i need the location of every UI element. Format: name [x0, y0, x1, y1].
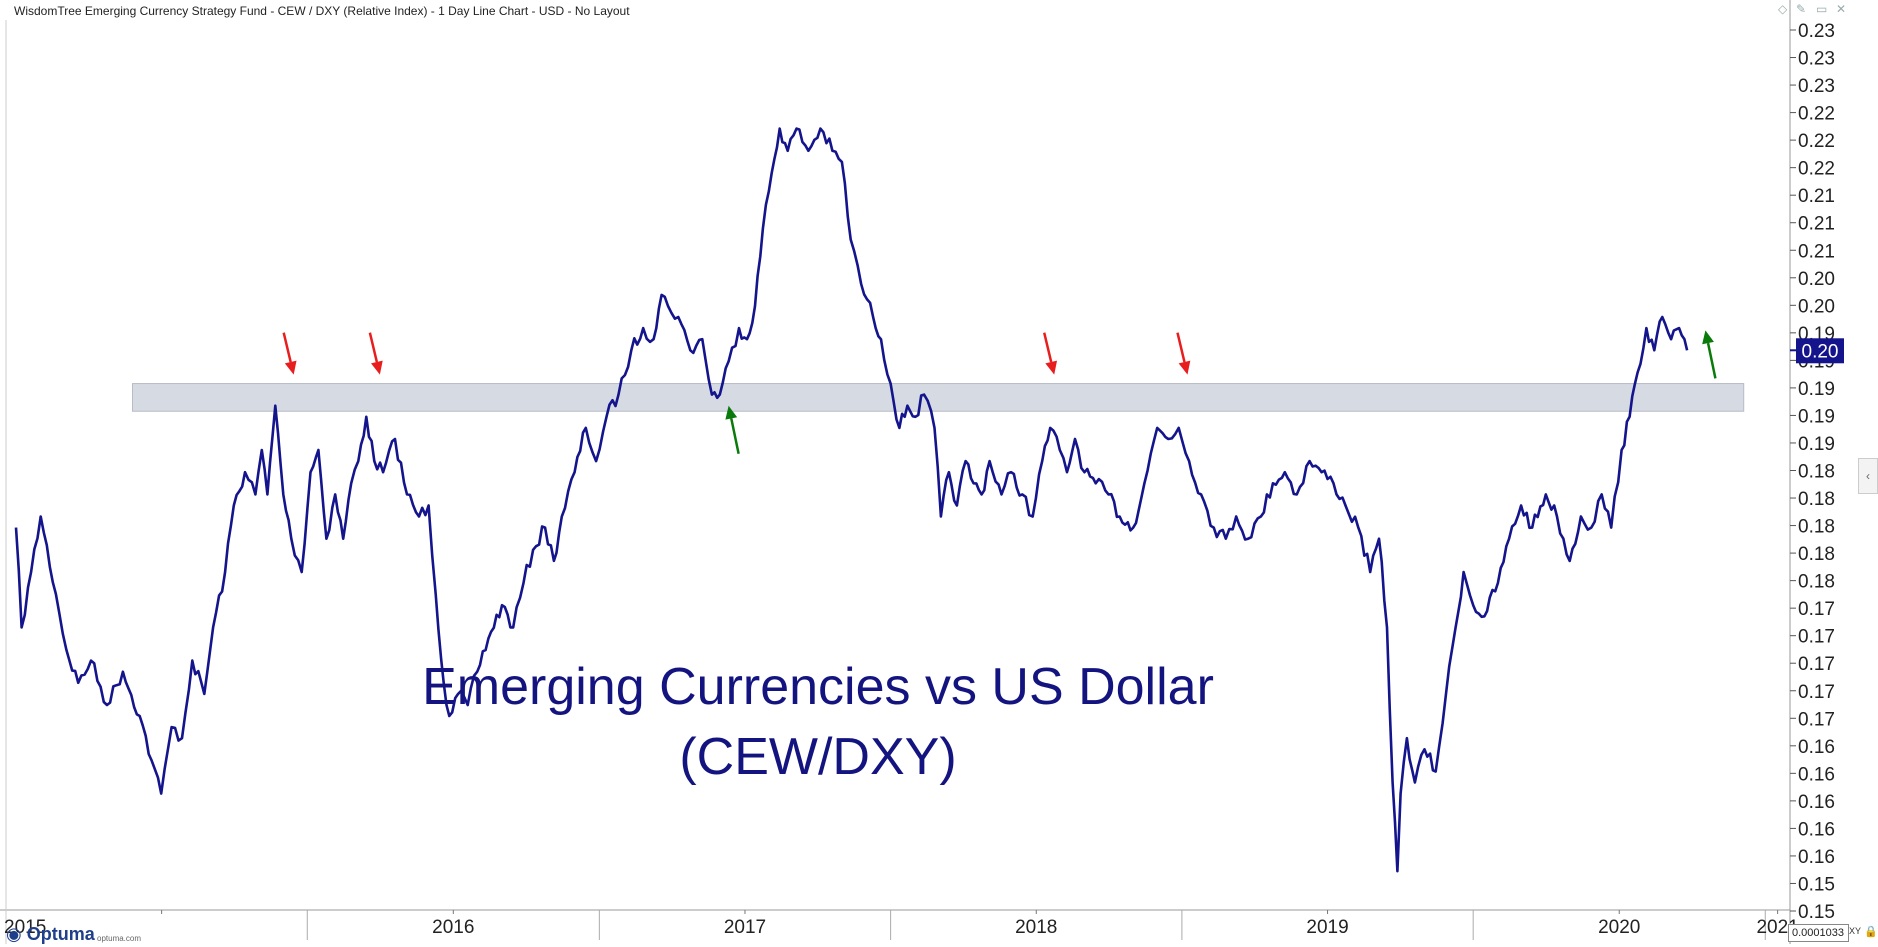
optuma-logo-text: Optuma	[26, 924, 95, 944]
y-tick-label: 0.17	[1798, 654, 1835, 675]
y-tick-label: 0.19	[1798, 379, 1835, 400]
chart-annotation-line-1: Emerging Currencies vs US Dollar	[422, 658, 1214, 716]
y-tick-label: 0.18	[1798, 517, 1835, 538]
close-icon[interactable]: ✕	[1836, 2, 1847, 16]
x-tick-label: 2017	[724, 917, 766, 938]
y-tick-label: 0.16	[1798, 819, 1835, 840]
annotation-arrow-down	[1176, 332, 1191, 375]
scale-mode-toggle[interactable]: XY	[1849, 926, 1862, 936]
y-tick-label: 0.16	[1798, 764, 1835, 785]
last-value-marker: 0.20	[1790, 338, 1844, 364]
y-axis-ticks: 0.23 0.23 0.23 0.22 0.22 0.22 0.21 0.21 0.21 0.20…	[1790, 21, 1835, 923]
chart-annotation-line-2: (CEW/DXY)	[679, 728, 956, 786]
annotation-arrow-down	[282, 332, 297, 375]
y-tick-label: 0.18	[1798, 489, 1835, 510]
arrow-layer	[282, 330, 1717, 454]
optuma-url: optuma.com	[97, 934, 142, 943]
x-tick-label: 2019	[1306, 917, 1348, 938]
optuma-logo-icon: ◉	[6, 924, 22, 944]
y-tick-label: 0.23	[1798, 76, 1835, 97]
y-tick-label: 0.21	[1798, 214, 1835, 235]
lock-icon[interactable]: 🔒	[1864, 926, 1878, 938]
y-tick-label: 0.17	[1798, 599, 1835, 620]
y-tick-label: 0.20	[1798, 296, 1835, 317]
y-tick-label: 0.22	[1798, 159, 1835, 180]
annotation-arrow-up	[725, 405, 740, 454]
y-tick-label: 0.21	[1798, 186, 1835, 207]
y-tick-label: 0.20	[1798, 269, 1835, 290]
y-tick-label: 0.17	[1798, 709, 1835, 730]
y-tick-label: 0.21	[1798, 241, 1835, 262]
y-tick-label: 0.19	[1798, 434, 1835, 455]
y-tick-label: 0.15	[1798, 902, 1835, 923]
y-tick-label: 0.19	[1798, 406, 1835, 427]
x-axis-ticks: 2015 2016 2017 2018 2019 2020 2021	[4, 910, 1799, 940]
side-panel-toggle-icon[interactable]: ‹	[1858, 458, 1878, 494]
x-tick-label: 2015	[4, 917, 46, 938]
scale-input[interactable]: 0.0001033	[1788, 924, 1849, 942]
x-tick-label: 2020	[1598, 917, 1640, 938]
y-tick-label: 0.17	[1798, 627, 1835, 648]
last-value-label: 0.20	[1802, 341, 1839, 362]
price-line-layer	[14, 127, 1689, 873]
axes-layer	[0, 0, 1791, 944]
diamond-icon[interactable]: ◇	[1778, 2, 1788, 16]
restore-icon[interactable]: ▭	[1816, 2, 1828, 16]
last-value-layer: 0.20	[1790, 338, 1844, 364]
y-tick-label: 0.23	[1798, 49, 1835, 70]
x-tick-label: 2018	[1015, 917, 1057, 938]
y-tick-label: 0.22	[1798, 131, 1835, 152]
y-tick-label: 0.18	[1798, 462, 1835, 483]
annotation-arrow-down	[368, 332, 383, 375]
y-tick-label: 0.23	[1798, 21, 1835, 42]
y-tick-label: 0.22	[1798, 104, 1835, 125]
y-tick-label: 0.16	[1798, 737, 1835, 758]
price-line	[14, 127, 1689, 873]
pin-icon[interactable]: ✎	[1796, 2, 1807, 16]
y-tick-label: 0.16	[1798, 847, 1835, 868]
annotation-arrow-down	[1043, 332, 1058, 375]
optuma-logo: ◉ Optuma	[6, 924, 95, 945]
x-tick-label: 2016	[432, 917, 474, 938]
resistance-band-layer	[131, 383, 1745, 412]
y-tick-label: 0.18	[1798, 544, 1835, 565]
annotation-arrow-up	[1702, 330, 1717, 379]
chart-title: WisdomTree Emerging Currency Strategy Fu…	[14, 4, 630, 18]
y-tick-label: 0.17	[1798, 682, 1835, 703]
resistance-band	[131, 383, 1745, 412]
y-tick-label: 0.15	[1798, 874, 1835, 895]
y-tick-label: 0.16	[1798, 792, 1835, 813]
y-tick-label: 0.18	[1798, 572, 1835, 593]
